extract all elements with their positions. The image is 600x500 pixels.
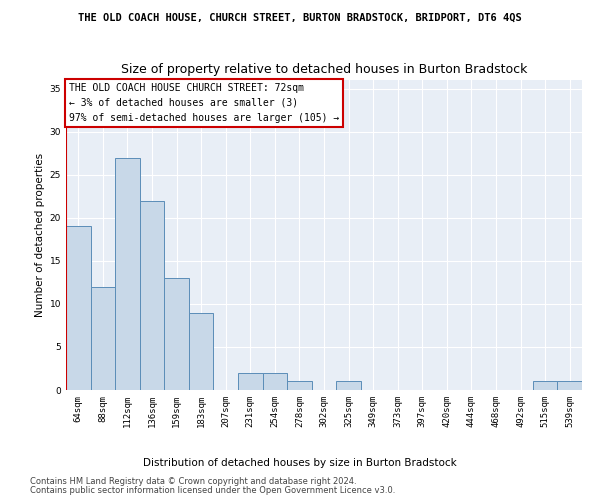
- Bar: [263, 373, 287, 390]
- Text: Contains HM Land Registry data © Crown copyright and database right 2024.: Contains HM Land Registry data © Crown c…: [30, 478, 356, 486]
- Y-axis label: Number of detached properties: Number of detached properties: [35, 153, 46, 317]
- Bar: [336, 382, 361, 390]
- Bar: [164, 278, 189, 390]
- Text: Contains public sector information licensed under the Open Government Licence v3: Contains public sector information licen…: [30, 486, 395, 495]
- Bar: [287, 382, 312, 390]
- Bar: [238, 373, 263, 390]
- Bar: [66, 226, 91, 390]
- Title: Size of property relative to detached houses in Burton Bradstock: Size of property relative to detached ho…: [121, 63, 527, 76]
- Bar: [140, 200, 164, 390]
- Bar: [533, 382, 557, 390]
- Bar: [91, 286, 115, 390]
- Bar: [557, 382, 582, 390]
- Text: Distribution of detached houses by size in Burton Bradstock: Distribution of detached houses by size …: [143, 458, 457, 468]
- Bar: [115, 158, 140, 390]
- Text: THE OLD COACH HOUSE, CHURCH STREET, BURTON BRADSTOCK, BRIDPORT, DT6 4QS: THE OLD COACH HOUSE, CHURCH STREET, BURT…: [78, 12, 522, 22]
- Bar: [189, 312, 214, 390]
- Text: THE OLD COACH HOUSE CHURCH STREET: 72sqm
← 3% of detached houses are smaller (3): THE OLD COACH HOUSE CHURCH STREET: 72sqm…: [68, 83, 339, 122]
